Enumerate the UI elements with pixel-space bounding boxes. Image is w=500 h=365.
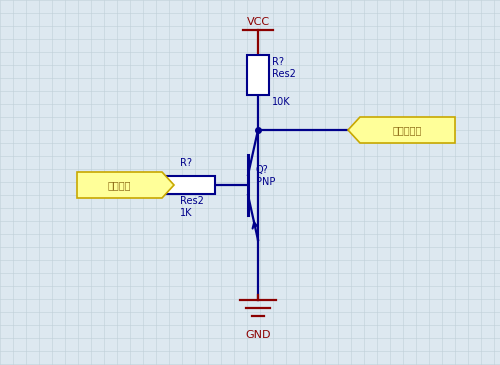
Polygon shape	[77, 172, 174, 198]
Text: VCC: VCC	[246, 17, 270, 27]
Text: 你的模块: 你的模块	[108, 180, 131, 190]
Text: Res2: Res2	[180, 196, 204, 206]
Text: R?: R?	[180, 158, 192, 168]
Text: Q?: Q?	[256, 165, 269, 175]
Text: 你的单片机: 你的单片机	[393, 125, 422, 135]
Text: PNP: PNP	[256, 177, 276, 187]
Text: Res2: Res2	[272, 69, 296, 79]
Text: GND: GND	[245, 330, 271, 340]
Text: R?: R?	[272, 57, 284, 67]
Text: 10K: 10K	[272, 97, 290, 107]
Polygon shape	[348, 117, 455, 143]
Bar	[165, 176, 215, 194]
Text: 1K: 1K	[180, 208, 192, 218]
Bar	[247, 55, 269, 95]
